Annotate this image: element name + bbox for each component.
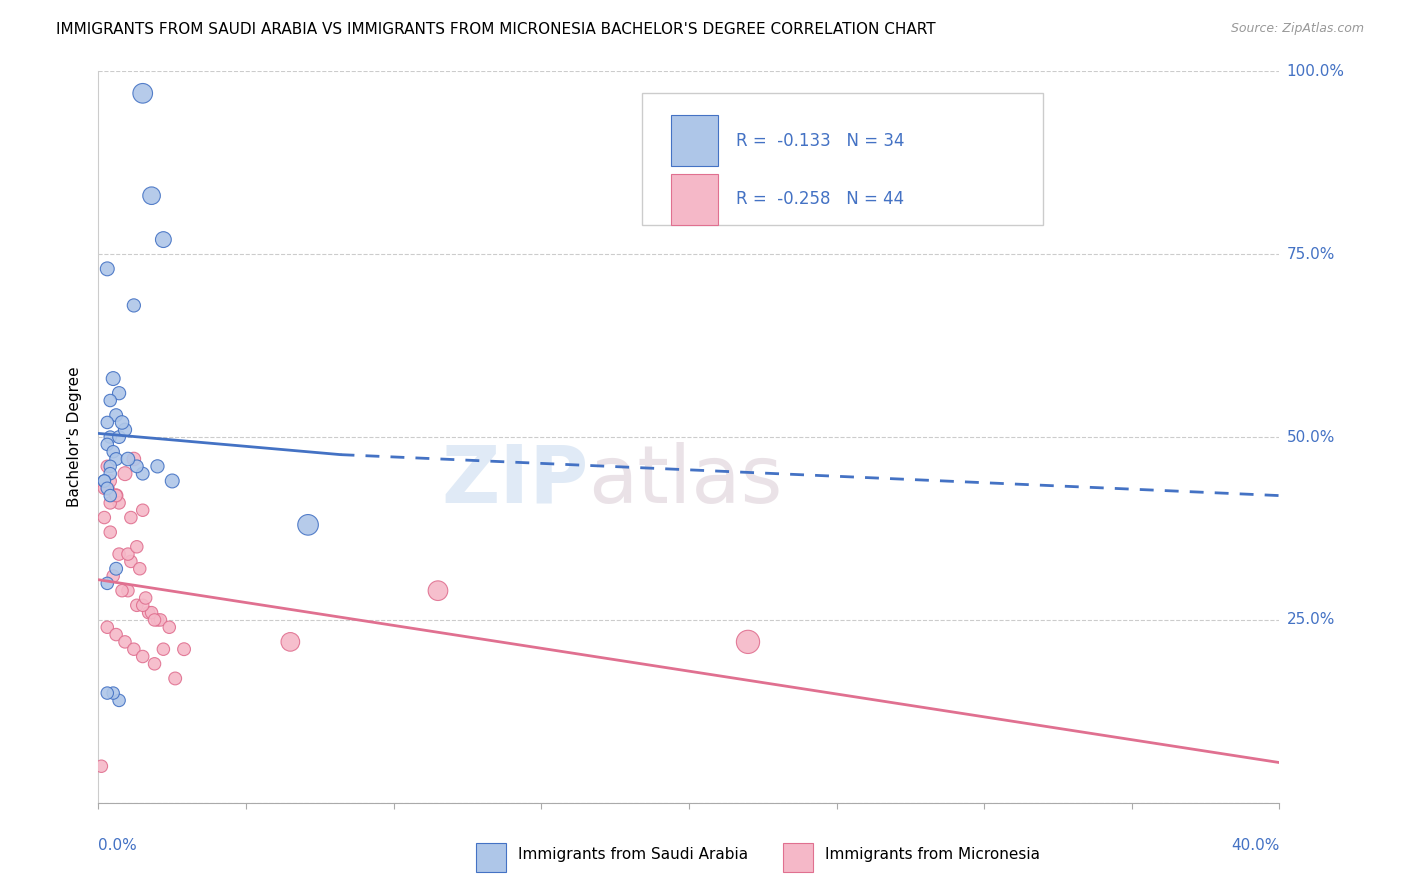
Point bbox=[132, 503, 155, 517]
Point bbox=[122, 452, 145, 467]
Point bbox=[146, 613, 169, 627]
Point bbox=[125, 599, 148, 613]
Point bbox=[114, 635, 136, 649]
Point bbox=[96, 437, 118, 451]
Point bbox=[162, 474, 183, 488]
Point bbox=[98, 393, 121, 408]
Point bbox=[105, 489, 128, 503]
Point bbox=[122, 642, 145, 657]
Point bbox=[278, 635, 302, 649]
Point bbox=[141, 188, 163, 202]
Point bbox=[96, 459, 118, 474]
Point bbox=[117, 452, 139, 467]
Text: IMMIGRANTS FROM SAUDI ARABIA VS IMMIGRANTS FROM MICRONESIA BACHELOR'S DEGREE COR: IMMIGRANTS FROM SAUDI ARABIA VS IMMIGRAN… bbox=[56, 22, 936, 37]
Point bbox=[427, 583, 450, 598]
Text: atlas: atlas bbox=[589, 442, 783, 520]
Y-axis label: Bachelor's Degree: Bachelor's Degree bbox=[67, 367, 83, 508]
Point bbox=[117, 583, 139, 598]
Point bbox=[93, 510, 115, 524]
Point bbox=[105, 408, 128, 422]
Point bbox=[93, 474, 115, 488]
FancyBboxPatch shape bbox=[641, 94, 1043, 225]
Point bbox=[132, 467, 155, 481]
Point bbox=[96, 576, 118, 591]
Text: Source: ZipAtlas.com: Source: ZipAtlas.com bbox=[1230, 22, 1364, 36]
Point bbox=[103, 686, 125, 700]
Point bbox=[105, 489, 128, 503]
Point bbox=[103, 444, 125, 458]
Point bbox=[152, 642, 174, 657]
Text: Immigrants from Micronesia: Immigrants from Micronesia bbox=[825, 847, 1040, 862]
Text: R =  -0.133   N = 34: R = -0.133 N = 34 bbox=[737, 132, 904, 150]
Text: 40.0%: 40.0% bbox=[1232, 838, 1279, 854]
Point bbox=[143, 613, 166, 627]
Point bbox=[105, 562, 128, 576]
Bar bbox=[477, 843, 506, 872]
Point bbox=[152, 233, 174, 247]
Point bbox=[297, 517, 319, 532]
Point bbox=[111, 583, 134, 598]
Point bbox=[120, 510, 142, 524]
Point bbox=[114, 467, 136, 481]
Point bbox=[157, 620, 180, 634]
Point bbox=[98, 496, 121, 510]
Point bbox=[103, 371, 125, 385]
Point bbox=[122, 298, 145, 312]
Point bbox=[93, 474, 115, 488]
Point bbox=[105, 452, 128, 467]
Point bbox=[141, 606, 163, 620]
Point bbox=[96, 481, 118, 495]
Point bbox=[132, 599, 155, 613]
Text: Immigrants from Saudi Arabia: Immigrants from Saudi Arabia bbox=[517, 847, 748, 862]
Text: R =  -0.258   N = 44: R = -0.258 N = 44 bbox=[737, 190, 904, 209]
Point bbox=[96, 620, 118, 634]
Point bbox=[143, 657, 166, 671]
Bar bbox=[783, 843, 813, 872]
Point bbox=[117, 547, 139, 561]
Point bbox=[108, 430, 131, 444]
Point bbox=[98, 467, 121, 481]
Point bbox=[108, 386, 131, 401]
Point bbox=[135, 591, 157, 605]
Point bbox=[103, 569, 125, 583]
Point bbox=[125, 459, 148, 474]
Bar bbox=[671, 115, 718, 167]
Point bbox=[120, 554, 142, 568]
Point bbox=[128, 562, 150, 576]
Text: 0.0%: 0.0% bbox=[98, 838, 138, 854]
Point bbox=[108, 496, 131, 510]
Point bbox=[96, 481, 118, 495]
Point bbox=[165, 672, 187, 686]
Point bbox=[138, 606, 160, 620]
Point bbox=[114, 423, 136, 437]
Point bbox=[96, 261, 118, 276]
Point bbox=[98, 474, 121, 488]
Point bbox=[108, 693, 131, 707]
Point bbox=[146, 459, 169, 474]
Text: 75.0%: 75.0% bbox=[1286, 247, 1334, 261]
Point bbox=[98, 525, 121, 540]
Point bbox=[96, 416, 118, 430]
Text: ZIP: ZIP bbox=[441, 442, 589, 520]
Point bbox=[93, 481, 115, 495]
Point bbox=[111, 416, 134, 430]
Point bbox=[98, 489, 121, 503]
Point bbox=[98, 430, 121, 444]
Point bbox=[105, 627, 128, 641]
Point bbox=[90, 759, 112, 773]
Point bbox=[149, 613, 172, 627]
Point bbox=[132, 87, 155, 101]
Point bbox=[108, 547, 131, 561]
Point bbox=[96, 686, 118, 700]
Text: 100.0%: 100.0% bbox=[1286, 64, 1344, 78]
Point bbox=[173, 642, 195, 657]
Point bbox=[132, 649, 155, 664]
Point bbox=[125, 540, 148, 554]
Bar bbox=[671, 174, 718, 225]
Point bbox=[737, 635, 759, 649]
Point bbox=[98, 459, 121, 474]
Text: 25.0%: 25.0% bbox=[1286, 613, 1334, 627]
Text: 50.0%: 50.0% bbox=[1286, 430, 1334, 444]
